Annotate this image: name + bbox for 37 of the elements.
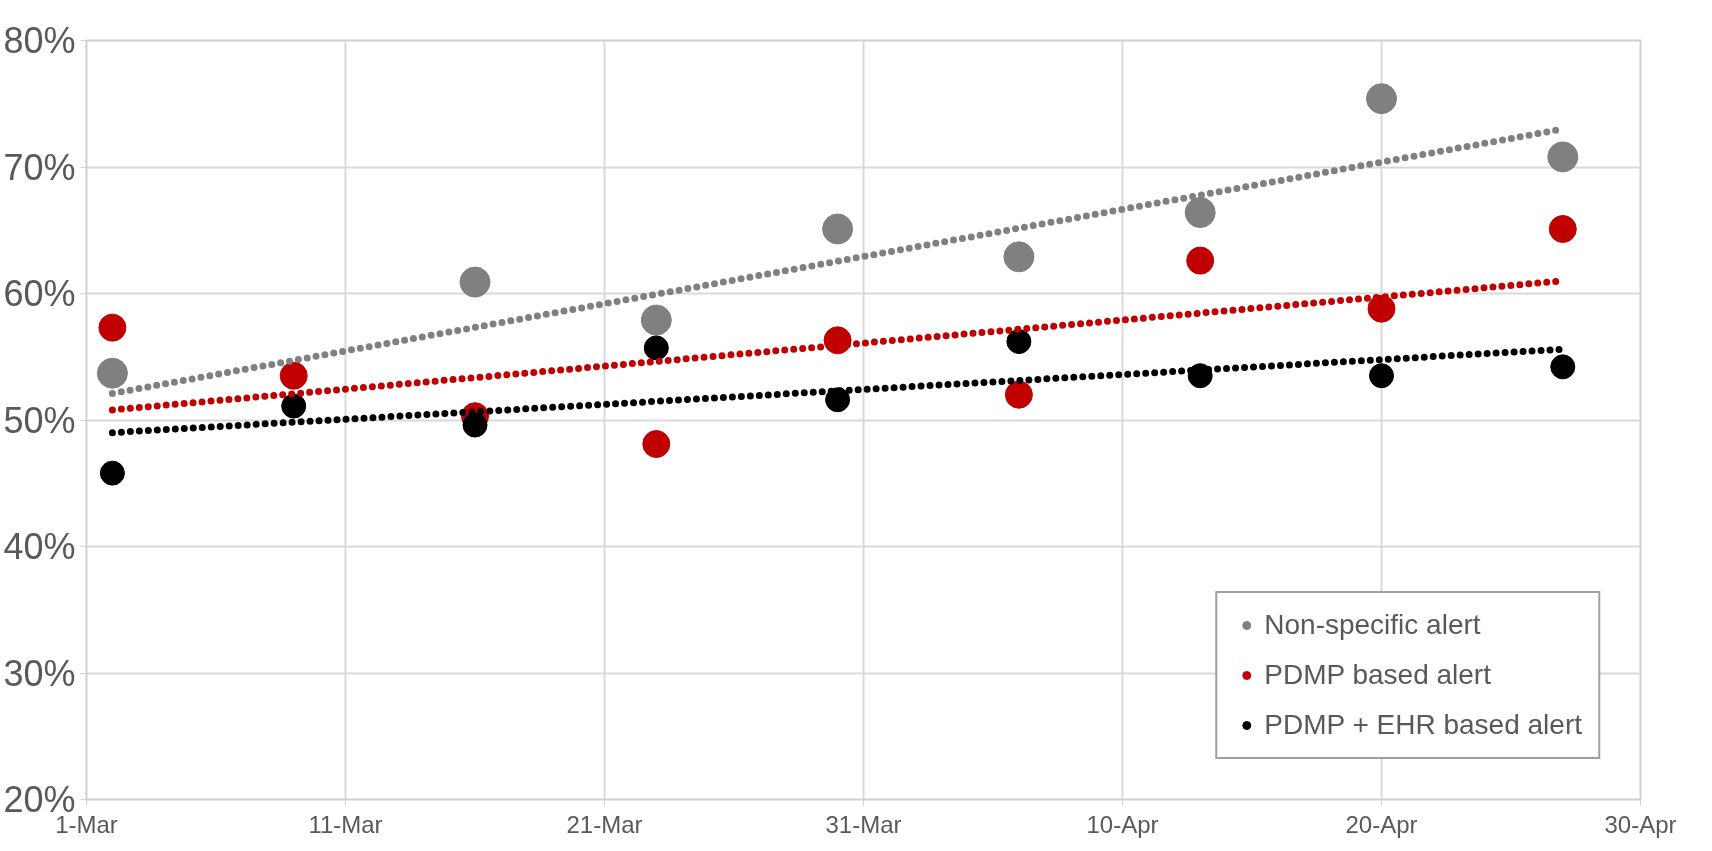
point (459, 266, 491, 298)
point (96, 357, 128, 389)
point (1550, 354, 1576, 380)
point (281, 393, 307, 419)
legend-label: PDMP + EHR based alert (1264, 709, 1582, 741)
point (1366, 83, 1397, 115)
legend-label: PDMP based alert (1264, 659, 1491, 691)
point (1186, 246, 1215, 275)
x-tick-label: 31-Mar (825, 810, 902, 838)
point (1367, 294, 1396, 323)
y-tick-label: 70% (3, 146, 76, 188)
point (822, 213, 854, 245)
y-tick-label: 80% (3, 20, 76, 61)
y-tick-label: 40% (3, 526, 76, 567)
point (642, 430, 671, 459)
x-tick-label: 21-Mar (566, 810, 643, 838)
point (1006, 329, 1032, 355)
point (279, 361, 308, 390)
point (640, 304, 672, 336)
point (462, 412, 488, 438)
x-tick-label: 11-Mar (308, 810, 383, 838)
point (1548, 215, 1577, 243)
point (1004, 380, 1033, 409)
y-tick-label: 60% (3, 273, 76, 314)
point (1003, 241, 1035, 273)
point (1369, 363, 1394, 389)
point (643, 335, 669, 361)
point (99, 460, 125, 486)
y-tick-label: 30% (3, 652, 76, 694)
legend-label: Non-specific alert (1264, 609, 1481, 641)
x-tick-label: 10-Apr (1086, 810, 1159, 838)
point (98, 313, 127, 342)
point (1547, 141, 1579, 173)
y-tick-label: 50% (3, 399, 76, 441)
x-tick-label: 30-Apr (1604, 810, 1677, 838)
point (1184, 197, 1216, 229)
x-tick-label: 20-Apr (1345, 810, 1418, 838)
